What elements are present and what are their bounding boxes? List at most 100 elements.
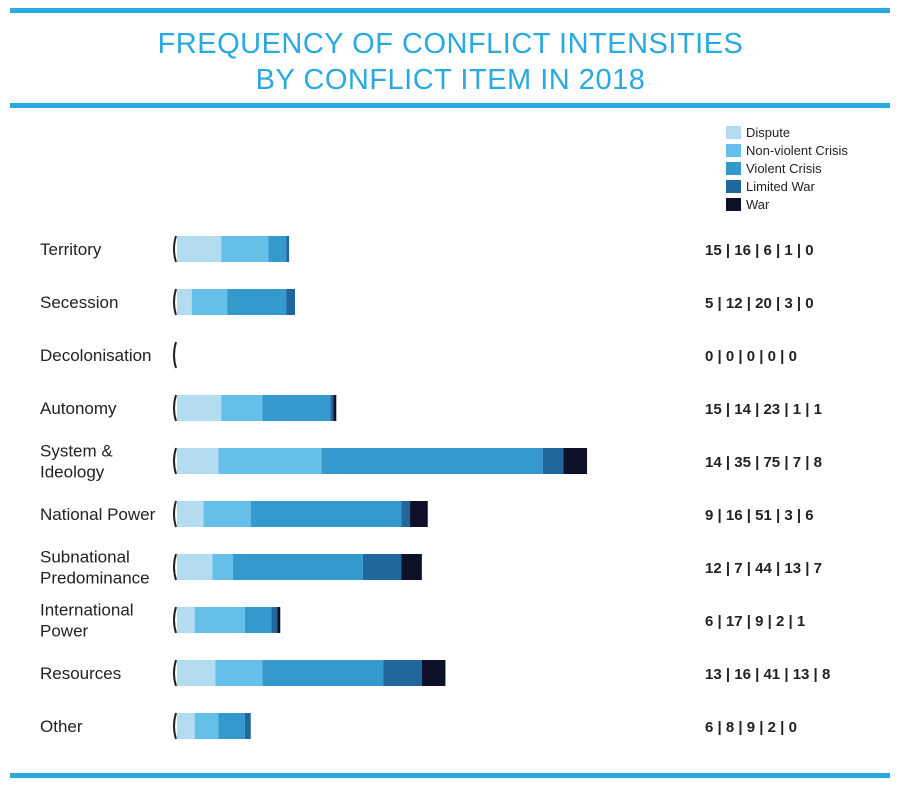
bar-origin-marker: [173, 606, 177, 634]
value-territory-limited-war: 1: [784, 242, 792, 259]
value-separator: |: [722, 401, 735, 418]
value-secession-violent-crisis: 20: [755, 295, 772, 312]
value-separator: |: [772, 560, 785, 577]
value-other-non-violent-crisis: 8: [726, 719, 734, 736]
value-subnational-predominance-dispute: 12: [705, 560, 722, 577]
value-autonomy-war: 1: [814, 401, 822, 418]
value-separator: |: [784, 613, 797, 630]
bar-segment-territory-limited-war: [286, 236, 290, 262]
value-resources-dispute: 13: [705, 666, 722, 683]
bar-origin-marker: [173, 235, 177, 263]
value-separator: |: [780, 454, 793, 471]
bar-segment-system-ideology-violent-crisis: [321, 448, 543, 474]
value-system-ideology-non-violent-crisis: 35: [734, 454, 751, 471]
bar-segment-secession-dispute: [177, 289, 192, 315]
legend-label-violent-crisis: Violent Crisis: [746, 161, 822, 176]
value-separator: |: [780, 401, 793, 418]
value-separator: |: [713, 295, 726, 312]
chart-title: FREQUENCY OF CONFLICT INTENSITIES BY CON…: [0, 26, 901, 98]
bar-segment-system-ideology-non-violent-crisis: [218, 448, 322, 474]
bar-segment-autonomy-dispute: [177, 395, 222, 421]
value-autonomy-dispute: 15: [705, 401, 722, 418]
bar-segment-secession-violent-crisis: [227, 289, 287, 315]
bar-segment-territory-non-violent-crisis: [221, 236, 269, 262]
category-label-international-power-line-1: International: [40, 601, 134, 620]
value-other-war: 0: [789, 719, 797, 736]
row-secession: Secession 5 | 12 | 20 | 3 | 0: [40, 288, 814, 316]
value-separator: |: [801, 401, 814, 418]
row-territory: Territory 15 | 16 | 6 | 1 | 0: [40, 235, 814, 263]
title-line-2: BY CONFLICT ITEM IN 2018: [255, 64, 646, 96]
value-national-power-war: 6: [805, 507, 813, 524]
value-separator: |: [743, 295, 756, 312]
bar-segment-international-power-limited-war: [271, 607, 278, 633]
values-label-other: 6 | 8 | 9 | 2 | 0: [705, 719, 797, 736]
bar-segment-resources-violent-crisis: [262, 660, 384, 686]
value-territory-non-violent-crisis: 16: [734, 242, 751, 259]
value-separator: |: [734, 719, 747, 736]
value-decolonisation-dispute: 0: [705, 348, 713, 365]
legend-label-limited-war: Limited War: [746, 179, 816, 194]
value-international-power-violent-crisis: 9: [755, 613, 763, 630]
bar-segment-national-power-war: [410, 501, 428, 527]
value-national-power-limited-war: 3: [784, 507, 792, 524]
value-international-power-limited-war: 2: [776, 613, 784, 630]
value-separator: |: [751, 454, 764, 471]
legend-label-non-violent-crisis: Non-violent Crisis: [746, 143, 848, 158]
value-secession-non-violent-crisis: 12: [726, 295, 743, 312]
value-territory-dispute: 15: [705, 242, 722, 259]
value-subnational-predominance-limited-war: 13: [784, 560, 801, 577]
bar-origin-marker: [173, 288, 177, 316]
row-other: Other 6 | 8 | 9 | 2 | 0: [40, 712, 797, 740]
value-separator: |: [793, 507, 806, 524]
legend-swatch-violent-crisis: [726, 162, 741, 175]
category-label-international-power-line-2: Power: [40, 622, 89, 641]
bar-segment-subnational-predominance-limited-war: [362, 554, 402, 580]
value-other-limited-war: 2: [768, 719, 776, 736]
value-autonomy-non-violent-crisis: 14: [734, 401, 751, 418]
value-separator: |: [722, 242, 735, 259]
bar-origin-marker: [173, 394, 177, 422]
row-national-power: National Power 9 | 16 | 51 | 3 | 6: [40, 500, 814, 528]
bar-segment-autonomy-violent-crisis: [262, 395, 331, 421]
value-separator: |: [776, 348, 789, 365]
bar-segment-resources-war: [421, 660, 446, 686]
chart-rows: Territory 15 | 16 | 6 | 1 | 0 Secession 5 |…: [40, 235, 830, 740]
bar-segment-autonomy-war: [333, 395, 337, 421]
bar-segment-international-power-war: [277, 607, 281, 633]
value-separator: |: [793, 242, 806, 259]
value-decolonisation-non-violent-crisis: 0: [726, 348, 734, 365]
value-secession-limited-war: 3: [784, 295, 792, 312]
bar-segment-national-power-non-violent-crisis: [203, 501, 251, 527]
bar-segment-subnational-predominance-war: [401, 554, 422, 580]
bar-segment-other-limited-war: [244, 713, 251, 739]
category-label-system-ideology-line-2: Ideology: [40, 463, 105, 482]
legend-swatch-war: [726, 198, 741, 211]
bar-segment-territory-violent-crisis: [268, 236, 287, 262]
value-resources-violent-crisis: 41: [763, 666, 780, 683]
values-label-national-power: 9 | 16 | 51 | 3 | 6: [705, 507, 814, 524]
value-international-power-war: 1: [797, 613, 805, 630]
bar-segment-system-ideology-dispute: [177, 448, 219, 474]
value-decolonisation-war: 0: [789, 348, 797, 365]
value-separator: |: [713, 348, 726, 365]
value-territory-violent-crisis: 6: [763, 242, 771, 259]
bar-segment-other-dispute: [177, 713, 195, 739]
value-international-power-dispute: 6: [705, 613, 713, 630]
bar-segment-autonomy-limited-war: [330, 395, 334, 421]
category-label-other: Other: [40, 717, 83, 736]
value-resources-limited-war: 13: [793, 666, 810, 683]
values-label-territory: 15 | 16 | 6 | 1 | 0: [705, 242, 814, 259]
bar-segment-international-power-non-violent-crisis: [194, 607, 245, 633]
row-autonomy: Autonomy 15 | 14 | 23 | 1 | 1: [40, 394, 822, 422]
value-separator: |: [763, 613, 776, 630]
category-label-subnational-predominance-line-2: Predominance: [40, 569, 150, 588]
row-resources: Resources 13 | 16 | 41 | 13 | 8: [40, 659, 830, 687]
legend-swatch-dispute: [726, 126, 741, 139]
bar-origin-marker: [173, 553, 177, 581]
values-label-secession: 5 | 12 | 20 | 3 | 0: [705, 295, 814, 312]
legend-label-war: War: [746, 197, 770, 212]
value-other-violent-crisis: 9: [747, 719, 755, 736]
value-national-power-dispute: 9: [705, 507, 713, 524]
bar-segment-resources-dispute: [177, 660, 216, 686]
